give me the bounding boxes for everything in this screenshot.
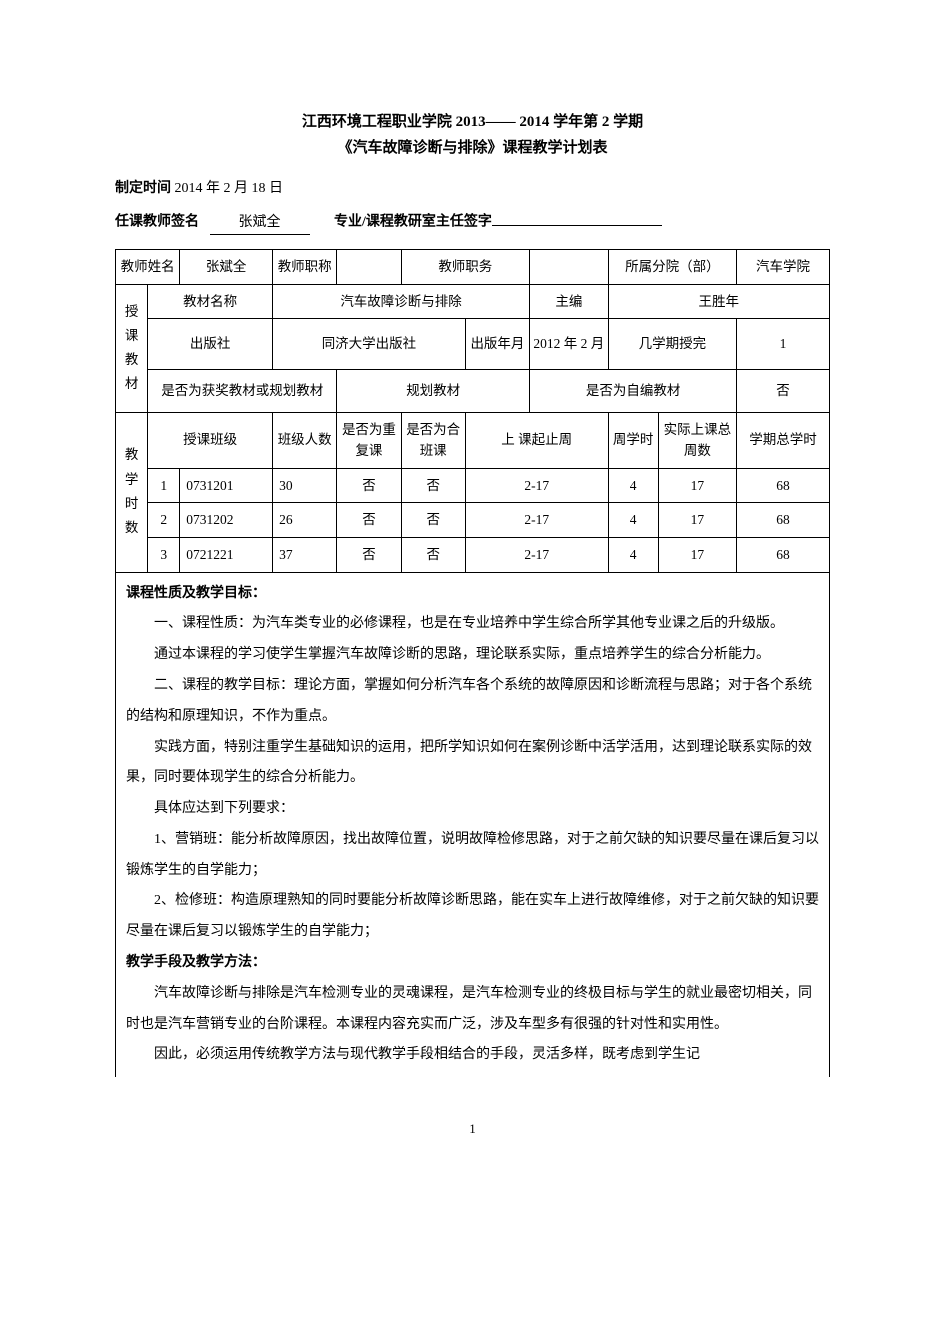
teacher-name-label: 教师姓名 <box>116 250 180 285</box>
teacher-title-value <box>337 250 401 285</box>
row-class: 0731201 <box>180 468 273 503</box>
publisher-label: 出版社 <box>148 319 273 370</box>
title-suffix: 》课程教学计划表 <box>488 140 608 156</box>
date-value: 2014 年 2 月 18 日 <box>175 181 284 196</box>
objectives-section: 课程性质及教学目标： 一、课程性质：为汽车类专业的必修课程，也是在专业培养中学生… <box>115 573 830 1078</box>
row-size: 26 <box>273 503 337 538</box>
textbook-editor-value: 王胜年 <box>608 284 829 319</box>
textbook-name-label: 教材名称 <box>148 284 273 319</box>
objectives-p7: 2、检修班：构造原理熟知的同时要能分析故障诊断思路，能在实车上进行故障维修，对于… <box>126 886 819 948</box>
table-row: 2 0731202 26 否 否 2-17 4 17 68 <box>116 503 830 538</box>
signature-line: 任课教师签名 张斌全 专业/课程教研室主任签字 <box>115 210 830 235</box>
col-size: 班级人数 <box>273 412 337 468</box>
methods-heading: 教学手段及教学方法： <box>126 948 819 979</box>
page-title-line1: 江西环境工程职业学院 2013—— 2014 学年第 2 学期 <box>115 110 830 134</box>
row-class: 0731202 <box>180 503 273 538</box>
plan-table: 教师姓名 张斌全 教师职称 教师职务 所属分院（部） 汽车学院 授课教材 教材名… <box>115 249 830 572</box>
award-value: 规划教材 <box>337 369 530 412</box>
row-total: 68 <box>737 537 830 572</box>
dept-sig-blank <box>492 210 662 225</box>
row-range: 2-17 <box>465 503 608 538</box>
hours-side-label: 教学时数 <box>116 412 148 572</box>
teacher-sig-label: 任课教师签名 <box>115 215 199 230</box>
pubdate-value: 2012 年 2 月 <box>530 319 609 370</box>
row-repeat: 否 <box>337 537 401 572</box>
row-weeks: 17 <box>658 503 737 538</box>
table-row: 3 0721221 37 否 否 2-17 4 17 68 <box>116 537 830 572</box>
row-range: 2-17 <box>465 537 608 572</box>
self-value: 否 <box>737 369 830 412</box>
row-size: 30 <box>273 468 337 503</box>
table-row: 授课教材 教材名称 汽车故障诊断与排除 主编 王胜年 <box>116 284 830 319</box>
row-class: 0721221 <box>180 537 273 572</box>
publisher-value: 同济大学出版社 <box>273 319 466 370</box>
row-weeks: 17 <box>658 468 737 503</box>
col-class: 授课班级 <box>148 412 273 468</box>
teacher-sig-value: 张斌全 <box>210 212 310 235</box>
col-combined: 是否为合班课 <box>401 412 465 468</box>
page-number: 1 <box>115 1119 830 1140</box>
methods-p1: 汽车故障诊断与排除是汽车检测专业的灵魂课程，是汽车检测专业的终极目标与学生的就业… <box>126 979 819 1041</box>
objectives-p3: 二、课程的教学目标：理论方面，掌握如何分析汽车各个系统的故障原因和诊断流程与思路… <box>126 671 819 733</box>
row-total: 68 <box>737 503 830 538</box>
row-idx: 1 <box>148 468 180 503</box>
award-label: 是否为获奖教材或规划教材 <box>148 369 337 412</box>
objectives-heading: 课程性质及教学目标： <box>126 579 819 610</box>
col-repeat: 是否为重复课 <box>337 412 401 468</box>
row-weeks: 17 <box>658 537 737 572</box>
page-title-line2: 《汽车故障诊断与排除》课程教学计划表 <box>115 136 830 160</box>
table-row: 是否为获奖教材或规划教材 规划教材 是否为自编教材 否 <box>116 369 830 412</box>
row-combined: 否 <box>401 537 465 572</box>
table-row: 教师姓名 张斌全 教师职称 教师职务 所属分院（部） 汽车学院 <box>116 250 830 285</box>
table-row: 1 0731201 30 否 否 2-17 4 17 68 <box>116 468 830 503</box>
pubdate-label: 出版年月 <box>465 319 529 370</box>
dept-value: 汽车学院 <box>737 250 830 285</box>
row-perweek: 4 <box>608 537 658 572</box>
objectives-p1: 一、课程性质：为汽车类专业的必修课程，也是在专业培养中学生综合所学其他专业课之后… <box>126 609 819 640</box>
teacher-duty-value <box>530 250 609 285</box>
row-perweek: 4 <box>608 503 658 538</box>
methods-p2: 因此，必须运用传统教学方法与现代教学手段相结合的手段，灵活多样，既考虑到学生记 <box>126 1040 819 1071</box>
row-size: 37 <box>273 537 337 572</box>
row-perweek: 4 <box>608 468 658 503</box>
col-range: 上 课起止周 <box>465 412 608 468</box>
terms-value: 1 <box>737 319 830 370</box>
objectives-p6: 1、营销班：能分析故障原因，找出故障位置，说明故障检修思路，对于之前欠缺的知识要… <box>126 825 819 887</box>
table-row: 出版社 同济大学出版社 出版年月 2012 年 2 月 几学期授完 1 <box>116 319 830 370</box>
dept-sig-label: 专业/课程教研室主任签字 <box>334 215 492 230</box>
date-line: 制定时间 2014 年 2 月 18 日 <box>115 178 830 200</box>
row-range: 2-17 <box>465 468 608 503</box>
course-name: 汽车故障诊断与排除 <box>352 140 487 156</box>
col-perweek: 周学时 <box>608 412 658 468</box>
dept-label: 所属分院（部） <box>608 250 737 285</box>
objectives-p2: 通过本课程的学习使学生掌握汽车故障诊断的思路，理论联系实际，重点培养学生的综合分… <box>126 640 819 671</box>
teacher-title-label: 教师职称 <box>273 250 337 285</box>
textbook-name-value: 汽车故障诊断与排除 <box>273 284 530 319</box>
terms-label: 几学期授完 <box>608 319 737 370</box>
row-combined: 否 <box>401 503 465 538</box>
textbook-side-label: 授课教材 <box>116 284 148 412</box>
row-idx: 2 <box>148 503 180 538</box>
date-label: 制定时间 <box>115 181 171 196</box>
objectives-p4: 实践方面，特别注重学生基础知识的运用，把所学知识如何在案例诊断中活学活用，达到理… <box>126 733 819 795</box>
col-weeks: 实际上课总周数 <box>658 412 737 468</box>
row-repeat: 否 <box>337 503 401 538</box>
title-prefix: 《 <box>337 140 352 156</box>
table-row: 教学时数 授课班级 班级人数 是否为重复课 是否为合班课 上 课起止周 周学时 … <box>116 412 830 468</box>
row-idx: 3 <box>148 537 180 572</box>
row-total: 68 <box>737 468 830 503</box>
col-total: 学期总学时 <box>737 412 830 468</box>
teacher-name-value: 张斌全 <box>180 250 273 285</box>
row-combined: 否 <box>401 468 465 503</box>
self-label: 是否为自编教材 <box>530 369 737 412</box>
objectives-p5: 具体应达到下列要求： <box>126 794 819 825</box>
teacher-duty-label: 教师职务 <box>401 250 530 285</box>
row-repeat: 否 <box>337 468 401 503</box>
textbook-editor-label: 主编 <box>530 284 609 319</box>
